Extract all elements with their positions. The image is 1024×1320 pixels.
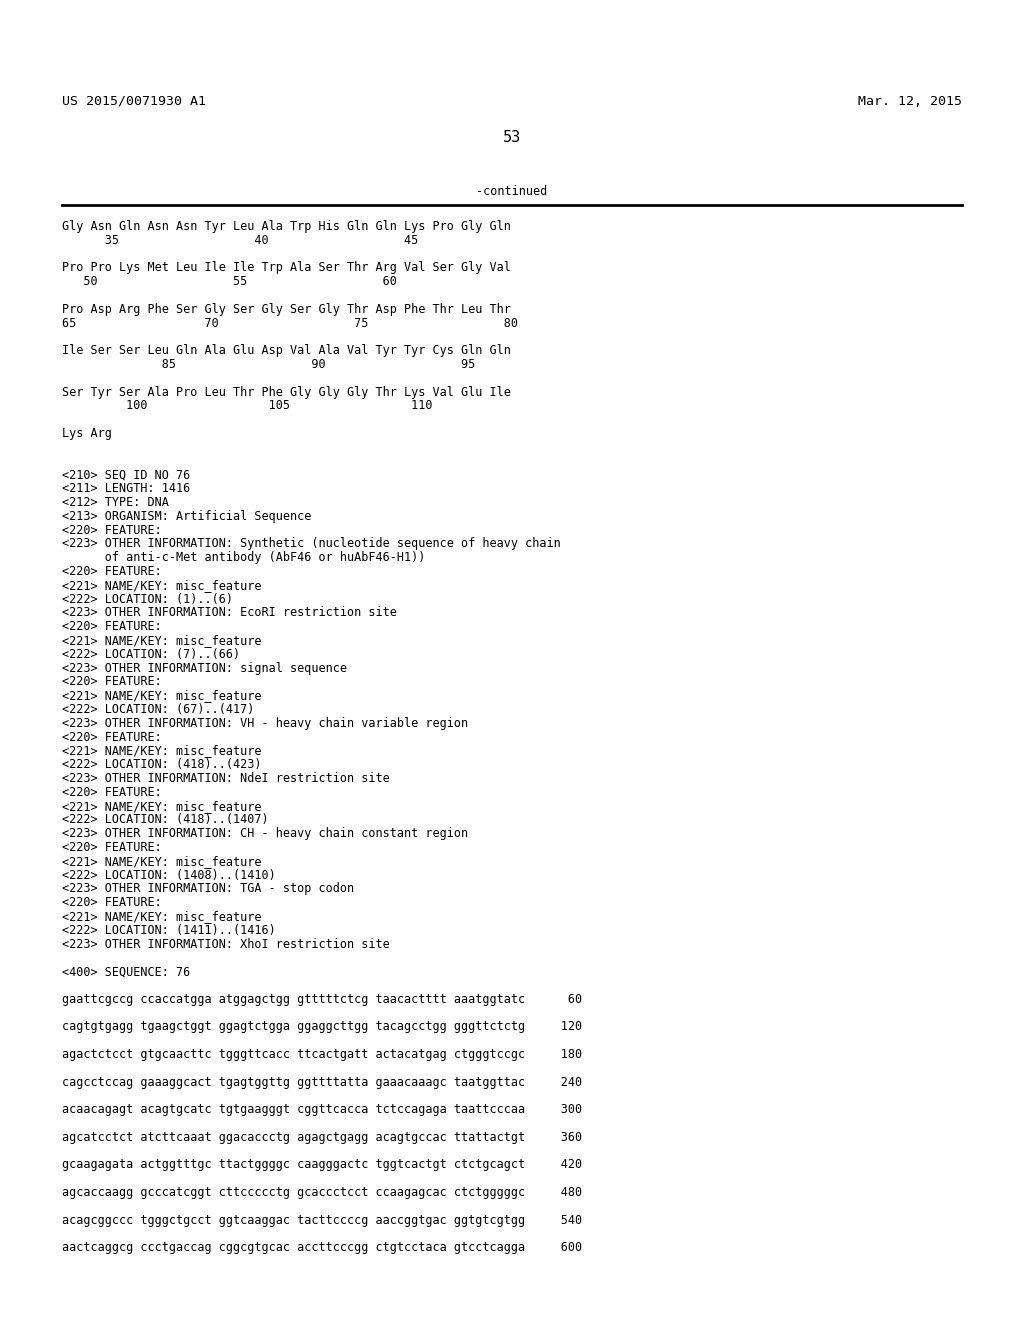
- Text: cagtgtgagg tgaagctggt ggagtctgga ggaggcttgg tacagcctgg gggttctctg     120: cagtgtgagg tgaagctggt ggagtctgga ggaggct…: [62, 1020, 582, 1034]
- Text: 50                   55                   60: 50 55 60: [62, 275, 397, 288]
- Text: <222> LOCATION: (418)..(1407): <222> LOCATION: (418)..(1407): [62, 813, 268, 826]
- Text: <220> FEATURE:: <220> FEATURE:: [62, 730, 162, 743]
- Text: <221> NAME/KEY: misc_feature: <221> NAME/KEY: misc_feature: [62, 744, 261, 758]
- Text: <221> NAME/KEY: misc_feature: <221> NAME/KEY: misc_feature: [62, 634, 261, 647]
- Text: <223> OTHER INFORMATION: signal sequence: <223> OTHER INFORMATION: signal sequence: [62, 661, 347, 675]
- Text: <221> NAME/KEY: misc_feature: <221> NAME/KEY: misc_feature: [62, 855, 261, 867]
- Text: <220> FEATURE:: <220> FEATURE:: [62, 620, 162, 634]
- Text: <222> LOCATION: (418)..(423): <222> LOCATION: (418)..(423): [62, 758, 261, 771]
- Text: <221> NAME/KEY: misc_feature: <221> NAME/KEY: misc_feature: [62, 800, 261, 813]
- Text: Pro Pro Lys Met Leu Ile Ile Trp Ala Ser Thr Arg Val Ser Gly Val: Pro Pro Lys Met Leu Ile Ile Trp Ala Ser …: [62, 261, 511, 275]
- Text: Gly Asn Gln Asn Asn Tyr Leu Ala Trp His Gln Gln Lys Pro Gly Gln: Gly Asn Gln Asn Asn Tyr Leu Ala Trp His …: [62, 220, 511, 234]
- Text: <223> OTHER INFORMATION: CH - heavy chain constant region: <223> OTHER INFORMATION: CH - heavy chai…: [62, 828, 468, 841]
- Text: Lys Arg: Lys Arg: [62, 426, 112, 440]
- Text: <221> NAME/KEY: misc_feature: <221> NAME/KEY: misc_feature: [62, 689, 261, 702]
- Text: <221> NAME/KEY: misc_feature: <221> NAME/KEY: misc_feature: [62, 909, 261, 923]
- Text: US 2015/0071930 A1: US 2015/0071930 A1: [62, 95, 206, 108]
- Text: -continued: -continued: [476, 185, 548, 198]
- Text: <210> SEQ ID NO 76: <210> SEQ ID NO 76: [62, 469, 190, 482]
- Text: <222> LOCATION: (1)..(6): <222> LOCATION: (1)..(6): [62, 593, 233, 606]
- Text: Ile Ser Ser Leu Gln Ala Glu Asp Val Ala Val Tyr Tyr Cys Gln Gln: Ile Ser Ser Leu Gln Ala Glu Asp Val Ala …: [62, 345, 511, 358]
- Text: Pro Asp Arg Phe Ser Gly Ser Gly Ser Gly Thr Asp Phe Thr Leu Thr: Pro Asp Arg Phe Ser Gly Ser Gly Ser Gly …: [62, 302, 511, 315]
- Text: 53: 53: [503, 129, 521, 145]
- Text: agactctcct gtgcaacttc tgggttcacc ttcactgatt actacatgag ctgggtccgc     180: agactctcct gtgcaacttc tgggttcacc ttcactg…: [62, 1048, 582, 1061]
- Text: <223> OTHER INFORMATION: XhoI restriction site: <223> OTHER INFORMATION: XhoI restrictio…: [62, 937, 390, 950]
- Text: 100                 105                 110: 100 105 110: [62, 400, 432, 412]
- Text: 85                   90                   95: 85 90 95: [62, 358, 475, 371]
- Text: 35                   40                   45: 35 40 45: [62, 234, 418, 247]
- Text: <400> SEQUENCE: 76: <400> SEQUENCE: 76: [62, 965, 190, 978]
- Text: <220> FEATURE:: <220> FEATURE:: [62, 676, 162, 689]
- Text: <221> NAME/KEY: misc_feature: <221> NAME/KEY: misc_feature: [62, 578, 261, 591]
- Text: <222> LOCATION: (7)..(66): <222> LOCATION: (7)..(66): [62, 648, 240, 661]
- Text: <220> FEATURE:: <220> FEATURE:: [62, 565, 162, 578]
- Text: gaattcgccg ccaccatgga atggagctgg gtttttctcg taacactttt aaatggtatc      60: gaattcgccg ccaccatgga atggagctgg gtttttc…: [62, 993, 582, 1006]
- Text: Mar. 12, 2015: Mar. 12, 2015: [858, 95, 962, 108]
- Text: <211> LENGTH: 1416: <211> LENGTH: 1416: [62, 482, 190, 495]
- Text: <220> FEATURE:: <220> FEATURE:: [62, 524, 162, 537]
- Text: of anti-c-Met antibody (AbF46 or huAbF46-H1)): of anti-c-Met antibody (AbF46 or huAbF46…: [62, 552, 425, 564]
- Text: <223> OTHER INFORMATION: VH - heavy chain variable region: <223> OTHER INFORMATION: VH - heavy chai…: [62, 717, 468, 730]
- Text: agcatcctct atcttcaaat ggacaccctg agagctgagg acagtgccac ttattactgt     360: agcatcctct atcttcaaat ggacaccctg agagctg…: [62, 1131, 582, 1144]
- Text: <220> FEATURE:: <220> FEATURE:: [62, 785, 162, 799]
- Text: cagcctccag gaaaggcact tgagtggttg ggttttatta gaaacaaagc taatggttac     240: cagcctccag gaaaggcact tgagtggttg ggtttta…: [62, 1076, 582, 1089]
- Text: agcaccaagg gcccatcggt cttccccctg gcaccctcct ccaagagcac ctctgggggc     480: agcaccaagg gcccatcggt cttccccctg gcaccct…: [62, 1185, 582, 1199]
- Text: <223> OTHER INFORMATION: NdeI restriction site: <223> OTHER INFORMATION: NdeI restrictio…: [62, 772, 390, 785]
- Text: gcaagagata actggtttgc ttactggggc caagggactc tggtcactgt ctctgcagct     420: gcaagagata actggtttgc ttactggggc caaggga…: [62, 1159, 582, 1171]
- Text: <223> OTHER INFORMATION: TGA - stop codon: <223> OTHER INFORMATION: TGA - stop codo…: [62, 882, 354, 895]
- Text: <223> OTHER INFORMATION: EcoRI restriction site: <223> OTHER INFORMATION: EcoRI restricti…: [62, 606, 397, 619]
- Text: <220> FEATURE:: <220> FEATURE:: [62, 841, 162, 854]
- Text: <213> ORGANISM: Artificial Sequence: <213> ORGANISM: Artificial Sequence: [62, 510, 311, 523]
- Text: acagcggccc tgggctgcct ggtcaaggac tacttccccg aaccggtgac ggtgtcgtgg     540: acagcggccc tgggctgcct ggtcaaggac tacttcc…: [62, 1213, 582, 1226]
- Text: <222> LOCATION: (67)..(417): <222> LOCATION: (67)..(417): [62, 704, 254, 715]
- Text: <212> TYPE: DNA: <212> TYPE: DNA: [62, 496, 169, 510]
- Text: acaacagagt acagtgcatc tgtgaagggt cggttcacca tctccagaga taattcccaa     300: acaacagagt acagtgcatc tgtgaagggt cggttca…: [62, 1104, 582, 1117]
- Text: 65                  70                   75                   80: 65 70 75 80: [62, 317, 518, 330]
- Text: <222> LOCATION: (1411)..(1416): <222> LOCATION: (1411)..(1416): [62, 924, 275, 937]
- Text: Ser Tyr Ser Ala Pro Leu Thr Phe Gly Gly Gly Thr Lys Val Glu Ile: Ser Tyr Ser Ala Pro Leu Thr Phe Gly Gly …: [62, 385, 511, 399]
- Text: <222> LOCATION: (1408)..(1410): <222> LOCATION: (1408)..(1410): [62, 869, 275, 882]
- Text: <220> FEATURE:: <220> FEATURE:: [62, 896, 162, 909]
- Text: aactcaggcg ccctgaccag cggcgtgcac accttcccgg ctgtcctaca gtcctcagga     600: aactcaggcg ccctgaccag cggcgtgcac accttcc…: [62, 1241, 582, 1254]
- Text: <223> OTHER INFORMATION: Synthetic (nucleotide sequence of heavy chain: <223> OTHER INFORMATION: Synthetic (nucl…: [62, 537, 561, 550]
